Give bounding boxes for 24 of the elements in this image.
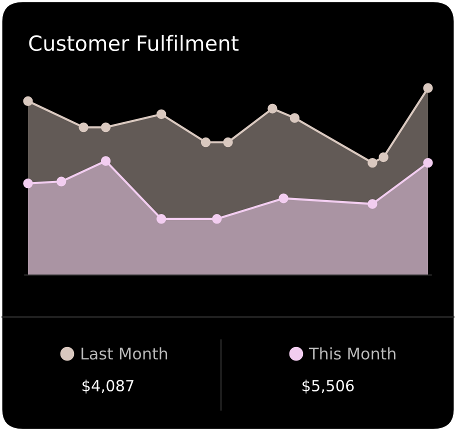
- point: [378, 152, 388, 162]
- point: [268, 104, 278, 114]
- point: [23, 96, 33, 106]
- point: [278, 193, 288, 204]
- point: [156, 109, 166, 120]
- point: [100, 122, 111, 132]
- point: [23, 178, 33, 188]
- legend-label: Last Month: [82, 347, 168, 360]
- point: [200, 137, 211, 148]
- point: [423, 83, 433, 93]
- legend-label: This Month: [308, 347, 396, 360]
- point: [156, 214, 166, 224]
- point: [368, 199, 378, 209]
- chart-title: Customer Fulfilment: [29, 34, 239, 52]
- point: [223, 137, 233, 148]
- point: [78, 122, 88, 132]
- point: [368, 158, 378, 168]
- point: [100, 156, 111, 166]
- text: $4,087: [82, 380, 134, 394]
- text: $5,506: [302, 380, 354, 394]
- point: [212, 214, 222, 224]
- point: [423, 158, 433, 168]
- point: [290, 113, 300, 123]
- point: [56, 176, 66, 186]
